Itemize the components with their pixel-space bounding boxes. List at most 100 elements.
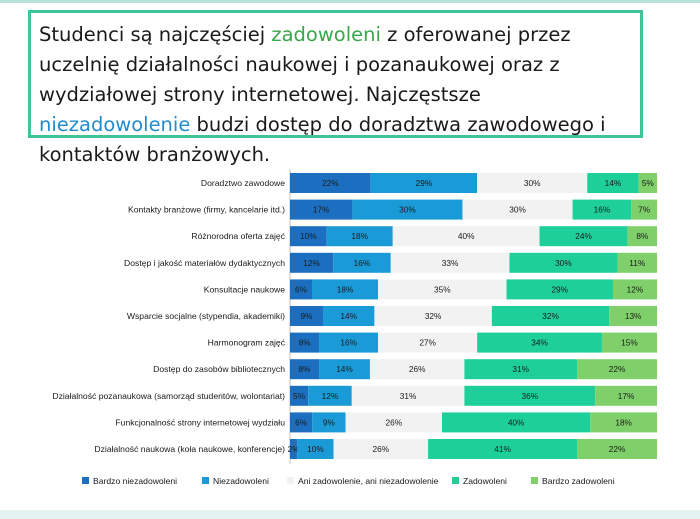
data-label: 30% xyxy=(524,178,541,188)
bar-segment xyxy=(319,359,370,380)
bar-segment xyxy=(352,199,463,220)
data-label: 17% xyxy=(313,205,330,215)
bar-segment xyxy=(392,226,540,247)
data-label: 14% xyxy=(605,178,622,188)
data-label: 9% xyxy=(301,311,314,321)
bar-segment xyxy=(491,306,610,326)
bar-segment xyxy=(627,226,657,247)
bar-segment xyxy=(378,332,478,353)
headline-part-3: budzi dostęp do doradztwa zawodowego i k… xyxy=(39,113,606,166)
bar-segment xyxy=(464,385,596,406)
bar-segment xyxy=(290,173,371,193)
data-label: 16% xyxy=(340,338,357,348)
legend-label: Bardzo niezadowoleni xyxy=(93,476,177,486)
chart-svg: Doradztwo zawodowe 22% 29% 30% 14% 5% Kontakty… xyxy=(52,169,657,486)
data-label: 8% xyxy=(636,231,649,241)
data-label: 36% xyxy=(522,391,539,401)
category-label: Różnorodna oferta zajęć xyxy=(191,231,285,241)
data-label: 10% xyxy=(300,231,317,241)
bar-segment xyxy=(323,306,375,326)
bar-segment xyxy=(290,412,313,433)
data-label: 13% xyxy=(625,311,642,321)
bar-segment xyxy=(319,332,379,353)
data-label: 24% xyxy=(575,231,592,241)
bar-segment xyxy=(290,332,320,353)
bar-segment xyxy=(590,412,657,433)
bar-segment xyxy=(428,439,578,459)
headline-highlight-dissatisfaction: niezadowolenie xyxy=(39,113,191,136)
bar-segment xyxy=(477,332,602,353)
data-label: 11% xyxy=(629,258,646,268)
category-label: Działalność pozanaukowa (samorząd studen… xyxy=(52,391,285,401)
legend-label: Ani zadowolenie, ani niezadowolenie xyxy=(298,476,439,486)
data-label: 33% xyxy=(442,258,459,268)
data-label: 18% xyxy=(337,284,354,294)
data-label: 32% xyxy=(542,311,559,321)
bar-segment xyxy=(290,439,298,459)
headline-part-1: Studenci są najczęściej xyxy=(39,23,272,46)
data-label: 18% xyxy=(615,417,632,427)
data-label: 30% xyxy=(555,258,572,268)
bar-segment xyxy=(312,279,379,300)
top-accent-line xyxy=(0,0,700,3)
data-label: 9% xyxy=(323,417,336,427)
bar-segment xyxy=(326,226,393,247)
data-label: 14% xyxy=(340,311,357,321)
legend-label: Niezadowoleni xyxy=(213,476,269,486)
bar-segment xyxy=(612,279,657,300)
data-label: 15% xyxy=(621,338,638,348)
data-label: 26% xyxy=(409,364,426,374)
category-label: Działalność naukowa (koła naukowe, konfe… xyxy=(94,444,285,454)
bar-segment xyxy=(312,412,346,433)
legend-swatch xyxy=(287,477,294,484)
bar-segment xyxy=(617,252,657,273)
bar-segment xyxy=(345,412,442,433)
bar-segment xyxy=(577,439,657,459)
legend-label: Bardzo zadowoleni xyxy=(542,476,615,486)
bottom-accent-strip xyxy=(0,510,700,519)
data-label: 40% xyxy=(458,231,475,241)
data-label: 31% xyxy=(400,391,417,401)
bar-segment xyxy=(308,385,352,406)
category-label: Funkcjonalność strony internetowej wydzi… xyxy=(115,417,285,427)
data-label: 26% xyxy=(385,417,402,427)
bar-segment xyxy=(351,385,465,406)
bar-segment xyxy=(609,306,657,326)
data-label: 12% xyxy=(627,284,644,294)
bar-segment xyxy=(477,173,588,193)
data-label: 5% xyxy=(293,391,306,401)
bar-segment xyxy=(638,173,657,193)
category-label: Dostęp do zasobów bibliotecznych xyxy=(153,364,285,374)
bar-segment xyxy=(333,439,429,459)
data-label: 30% xyxy=(399,205,416,215)
data-label: 29% xyxy=(416,178,433,188)
data-label: 34% xyxy=(531,338,548,348)
data-label: 6% xyxy=(295,417,308,427)
legend-label: Zadowoleni xyxy=(463,476,507,486)
category-label: Doradztwo zawodowe xyxy=(201,178,285,188)
data-label: 14% xyxy=(336,364,353,374)
legend-swatch xyxy=(82,477,89,484)
data-label: 2% xyxy=(288,444,301,454)
headline-box: Studenci są najczęściej zadowoleni z ofe… xyxy=(28,10,643,166)
bar-segment xyxy=(369,359,465,380)
bar-segment xyxy=(290,306,324,326)
bar-segment xyxy=(290,279,313,300)
data-label: 40% xyxy=(508,417,525,427)
bar-segment xyxy=(587,173,639,193)
data-label: 29% xyxy=(551,284,568,294)
category-label: Harmonogram zajęć xyxy=(208,338,286,348)
data-label: 8% xyxy=(299,338,312,348)
bar-segment xyxy=(464,359,578,380)
data-label: 18% xyxy=(351,231,368,241)
data-label: 6% xyxy=(295,284,308,294)
data-label: 22% xyxy=(609,364,626,374)
bar-segment xyxy=(333,252,391,273)
category-label: Kontakty branżowe (firmy, kancelarie itd… xyxy=(128,205,285,215)
legend-swatch xyxy=(452,477,459,484)
data-label: 31% xyxy=(512,364,529,374)
legend-swatch xyxy=(202,477,209,484)
satisfaction-chart: Doradztwo zawodowe 22% 29% 30% 14% 5% Kontakty… xyxy=(0,160,700,519)
data-label: 32% xyxy=(425,311,442,321)
data-label: 27% xyxy=(419,338,436,348)
